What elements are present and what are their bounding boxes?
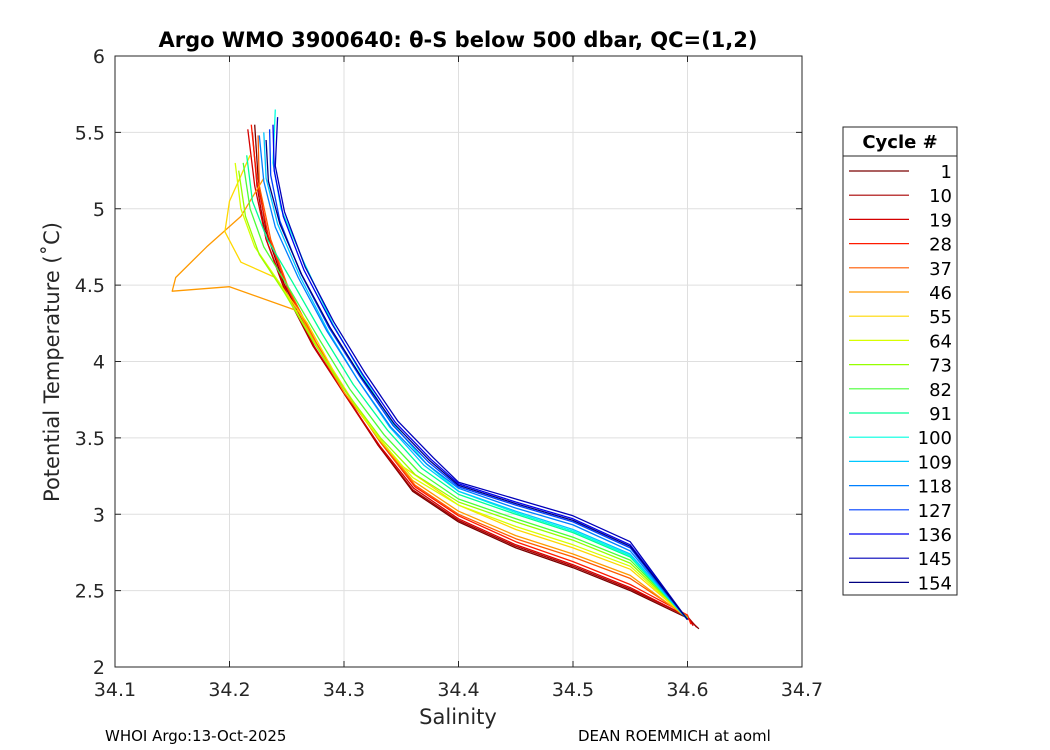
axis-ticks: 34.1 34.2 34.3 34.4 34.5 34.6 34.7 2 2.5 3 3.5 4 4.5… [75,46,823,701]
legend-label: 28 [929,235,952,256]
y-tick-label: 3.5 [75,428,105,450]
y-tick-label: 3 [93,504,105,526]
profile-line-cycle-127 [268,129,689,621]
profile-line-cycle-136 [272,124,689,620]
legend-entries: 1 10 19 28 37 46 55 64 73 82 91 100 109 118 127 136 145 1… [849,162,952,594]
profile-line-cycle-145 [274,117,689,620]
x-tick-label: 34.7 [781,679,823,701]
profile-line-cycle-19 [247,129,694,627]
profile-line-cycle-64 [234,162,688,619]
legend-title: Cycle # [862,132,937,153]
y-tick-label: 4.5 [75,275,105,297]
profile-line-cycle-37 [257,135,688,618]
profile-line-cycle-46 [171,177,688,619]
legend-label: 127 [918,501,952,522]
legend-label: 109 [918,452,952,473]
x-tick-label: 34.3 [323,679,365,701]
legend-label: 118 [918,477,952,498]
legend-label: 73 [929,356,952,377]
profile-lines [171,109,700,630]
legend-label: 145 [918,549,952,570]
legend-label: 1 [941,162,952,183]
profile-line-cycle-82 [242,162,688,619]
footer-right: DEAN ROEMMICH at aoml [578,727,771,745]
x-tick-label: 34.6 [666,679,708,701]
y-tick-label: 2.5 [75,581,105,603]
y-tick-label: 6 [93,46,105,68]
x-tick-label: 34.1 [94,679,136,701]
y-tick-label: 2 [93,657,105,679]
legend-label: 136 [918,525,952,546]
profile-line-cycle-100 [272,109,688,621]
profile-line-cycle-73 [238,170,688,619]
x-tick-label: 34.4 [437,679,479,701]
legend: Cycle # 1 10 19 28 37 46 55 64 73 82 91 100 109 118 12… [842,126,958,596]
profile-line-cycle-91 [246,155,688,621]
profile-line-cycle-118 [258,135,688,621]
profile-line-cycle-109 [263,132,688,621]
legend-label: 82 [929,380,952,401]
legend-label: 154 [918,573,952,594]
y-tick-label: 5.5 [75,122,105,144]
legend-label: 37 [929,259,952,280]
x-axis-label: Salinity [419,705,497,729]
y-tick-label: 5 [93,199,105,221]
profile-line-cycle-154 [265,139,689,621]
x-tick-label: 34.2 [208,679,250,701]
legend-label: 55 [929,307,952,328]
legend-label: 64 [929,331,952,352]
legend-label: 46 [929,283,952,304]
y-axis-label: Potential Temperature (˚C) [40,222,64,502]
profile-line-cycle-28 [250,124,692,625]
profile-line-cycle-10 [251,132,698,628]
legend-label: 10 [929,186,952,207]
legend-box [842,126,958,596]
grid-lines [115,56,802,667]
chart-title: Argo WMO 3900640: θ-S below 500 dbar, QC… [159,28,758,52]
legend-label: 91 [929,404,952,425]
y-tick-label: 4 [93,352,105,374]
x-tick-label: 34.5 [552,679,594,701]
footer-left: WHOI Argo:13-Oct-2025 [105,727,286,745]
legend-label: 19 [929,210,952,231]
legend-label: 100 [918,428,952,449]
